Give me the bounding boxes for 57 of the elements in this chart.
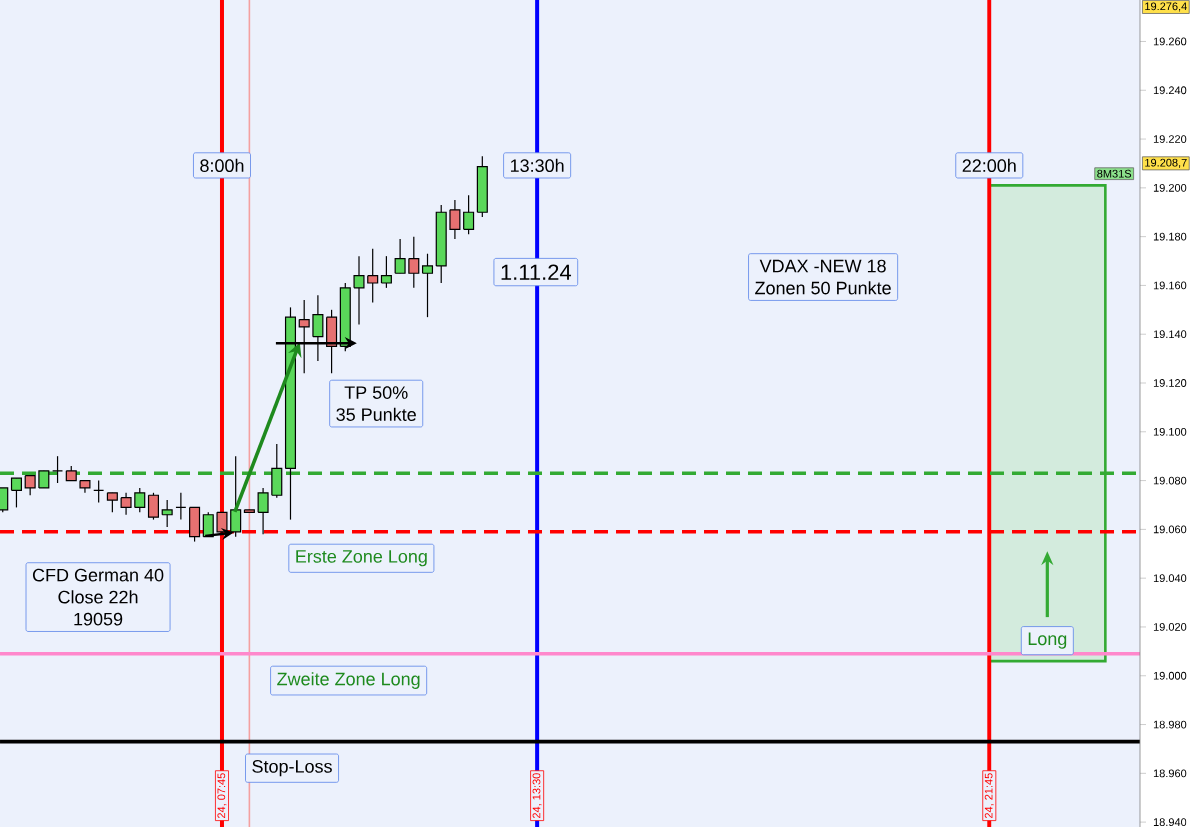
band-label: Long xyxy=(1028,632,1067,649)
candlestick xyxy=(353,255,365,326)
y-tick-label: 19.240 xyxy=(1153,86,1187,95)
candlestick xyxy=(106,492,118,513)
y-tick-label: 18.980 xyxy=(1153,720,1187,729)
annotation: 35 Punkte xyxy=(336,407,416,421)
ref-line-label: Stop-Loss xyxy=(252,760,332,777)
candlestick xyxy=(367,248,379,304)
y-tick-label: 19.040 xyxy=(1153,574,1187,583)
ref-line-label: 22:00h xyxy=(962,158,1016,173)
y-tick-label: 19.000 xyxy=(1153,671,1187,680)
text: 19.276,4 xyxy=(1145,2,1187,12)
y-tick-label: 19.140 xyxy=(1153,330,1187,339)
candlestick xyxy=(449,199,461,240)
ref-line-label: Erste Zone Long xyxy=(296,550,427,567)
ref-line-label: 8:00h xyxy=(200,158,244,173)
candlestick xyxy=(93,479,105,504)
candlestick xyxy=(161,499,173,528)
candlestick xyxy=(408,236,420,289)
ref-line-label: Zweite Zone Long xyxy=(277,672,420,689)
y-tick-label: 19.160 xyxy=(1153,281,1187,290)
candlestick xyxy=(52,455,64,484)
x-tick-label: 24, 07:45 xyxy=(217,773,227,819)
candlestick xyxy=(10,477,22,509)
y-tick-label: 18.940 xyxy=(1153,818,1187,826)
annotation: Zonen 50 Punkte xyxy=(755,281,891,295)
x-tick-label: 24, 21:45 xyxy=(984,773,994,819)
candlestick xyxy=(134,487,146,513)
candlestick xyxy=(380,255,392,289)
candlestick xyxy=(394,238,406,274)
candlestick xyxy=(175,492,187,521)
candlestick xyxy=(257,487,269,535)
annotation: CFD German 40 xyxy=(32,568,164,582)
annotation: VDAX -NEW 18 xyxy=(759,259,886,273)
candlestick xyxy=(463,194,475,235)
y-tick-label: 19.120 xyxy=(1153,379,1187,387)
candlestick xyxy=(147,492,159,521)
x-tick-label: 24, 13:30 xyxy=(532,773,542,819)
ref-line-label: 13:30h xyxy=(510,158,564,173)
y-tick-label: 19.020 xyxy=(1153,623,1187,631)
candlestick xyxy=(421,253,434,318)
y-tick-label: 18.960 xyxy=(1153,769,1187,778)
y-tick-label: 19.060 xyxy=(1153,525,1187,534)
y-tick-label: 19.100 xyxy=(1153,427,1187,436)
text: 19.208,7 xyxy=(1145,158,1187,168)
y-tick-label: 19.260 xyxy=(1153,37,1187,46)
y-tick-label: 19.180 xyxy=(1153,232,1187,241)
annotation: 1.11.24 xyxy=(501,264,572,280)
annotation: TP 50% xyxy=(344,386,408,399)
y-tick-label: 19.220 xyxy=(1153,135,1187,143)
y-tick-label: 19.080 xyxy=(1153,476,1187,485)
annotation: 8M31S xyxy=(1097,169,1132,178)
candlestick xyxy=(120,492,132,516)
annotation: 19059 xyxy=(74,612,123,626)
annotation: Close 22h xyxy=(58,590,138,604)
y-tick-label: 19.200 xyxy=(1153,183,1187,192)
candlestick xyxy=(24,475,36,496)
